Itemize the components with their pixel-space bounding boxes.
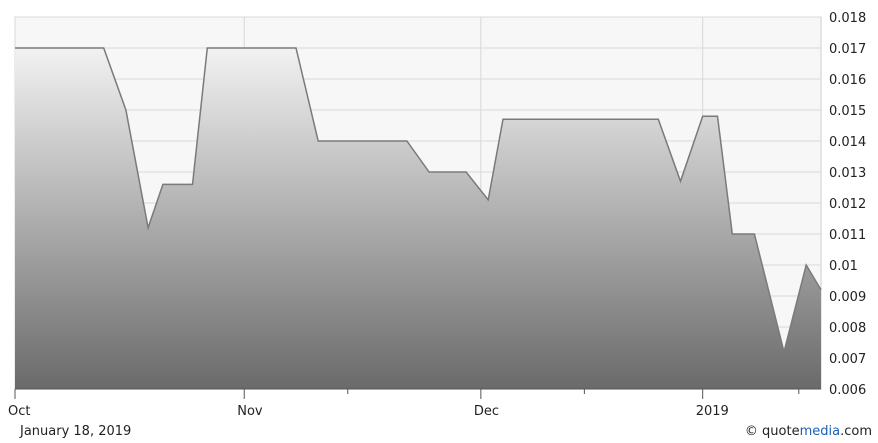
y-tick-label: 0.011 — [829, 228, 866, 243]
area-layer — [15, 47, 822, 389]
brand-media: media — [799, 424, 841, 439]
quotemedia-credit: © quotemedia.com — [745, 424, 872, 439]
x-tick-label: 2019 — [696, 404, 729, 419]
y-tick-label: 0.008 — [829, 321, 866, 336]
y-tick-label: 0.007 — [829, 352, 866, 367]
x-tick-label: Nov — [237, 404, 263, 419]
price-chart: 0.018 0.017 0.016 0.015 0.014 0.013 0.012 0.011… — [8, 11, 866, 419]
brand-prefix: quote — [762, 424, 800, 439]
x-tick-label: Oct — [8, 404, 30, 419]
y-tick-label: 0.012 — [829, 197, 866, 212]
y-tick-label: 0.009 — [829, 290, 866, 305]
y-tick-label: 0.01 — [829, 259, 858, 274]
y-tick-label: 0.016 — [829, 73, 866, 88]
price-line — [15, 47, 822, 352]
y-tick-label: 0.015 — [829, 104, 866, 119]
y-tick-label: 0.013 — [829, 166, 866, 181]
y-tick-label: 0.014 — [829, 135, 866, 150]
x-axis: Oct Nov Dec 2019 — [8, 389, 800, 419]
y-tick-label: 0.018 — [829, 11, 866, 26]
price-area — [15, 48, 821, 389]
y-tick-label: 0.006 — [829, 383, 866, 398]
y-tick-label: 0.017 — [829, 42, 866, 57]
copyright-symbol: © — [744, 424, 758, 439]
y-axis: 0.018 0.017 0.016 0.015 0.014 0.013 0.012 0.011… — [829, 11, 866, 398]
x-tick-label: Dec — [474, 404, 499, 419]
chart-date-label: January 18, 2019 — [20, 424, 132, 439]
brand-suffix: .com — [840, 424, 872, 439]
